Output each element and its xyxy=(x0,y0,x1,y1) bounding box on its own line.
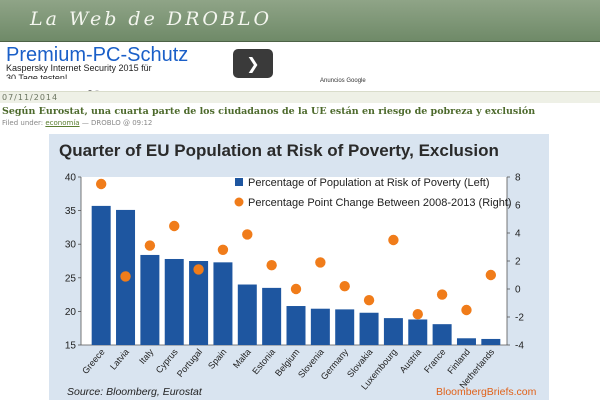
x-tick-label: Greece xyxy=(80,347,107,376)
y-right-tick-label: -4 xyxy=(515,341,524,352)
point xyxy=(217,244,229,255)
category-link[interactable]: economía xyxy=(45,119,80,127)
chart-source: Source: Bloomberg, Eurostat xyxy=(67,386,202,398)
y-left-tick-label: 30 xyxy=(65,240,77,251)
point xyxy=(144,240,156,251)
point xyxy=(193,264,204,275)
bar xyxy=(359,312,379,345)
bar xyxy=(310,308,330,345)
legend-swatch-bar xyxy=(235,178,243,186)
x-tick-label: Spain xyxy=(206,347,228,371)
point xyxy=(363,295,375,306)
x-tick-label: Portugal xyxy=(175,347,204,379)
y-left-tick-label: 40 xyxy=(65,173,77,184)
bar xyxy=(237,284,257,345)
bar xyxy=(140,254,160,345)
y-left-tick-label: 25 xyxy=(65,273,77,284)
bar xyxy=(189,261,209,345)
ad-google-label[interactable]: Anuncios Google xyxy=(320,78,366,84)
y-left-tick-label: 20 xyxy=(65,307,77,318)
bar xyxy=(481,338,501,345)
post-date: 07/11/2014 xyxy=(0,91,600,103)
x-tick-label: Latvia xyxy=(108,347,131,372)
y-left-tick-label: 35 xyxy=(65,206,77,217)
bar xyxy=(262,287,282,345)
bar xyxy=(335,309,355,345)
x-tick-label: France xyxy=(422,347,448,375)
post-title[interactable]: Según Eurostat, una cuarta parte de los … xyxy=(2,106,536,117)
bar xyxy=(286,306,306,345)
point xyxy=(485,269,497,281)
legend-label-bar: Percentage of Population at Risk of Pove… xyxy=(248,177,490,189)
point xyxy=(290,283,302,295)
point xyxy=(436,289,448,300)
point xyxy=(412,309,423,320)
point xyxy=(388,234,399,246)
ad-line2: 30 Tage testen! xyxy=(6,73,68,79)
point xyxy=(169,220,180,232)
chevron-right-icon[interactable]: ❯ xyxy=(233,49,273,78)
chart-image: Quarter of EU Population at Risk of Pove… xyxy=(49,134,549,400)
x-tick-label: Malta xyxy=(231,347,253,370)
point xyxy=(266,260,277,271)
point xyxy=(315,257,326,268)
site-title[interactable]: La Web de DROBLO xyxy=(30,8,273,30)
y-right-tick-label: 4 xyxy=(515,229,521,240)
bar xyxy=(456,338,476,345)
site-header: La Web de DROBLO xyxy=(0,0,600,42)
chart-title: Quarter of EU Population at Risk of Pove… xyxy=(59,141,499,160)
y-right-tick-label: 2 xyxy=(515,257,521,268)
legend-label-point: Percentage Point Change Between 2008-201… xyxy=(248,197,512,209)
bar xyxy=(164,258,184,345)
bar xyxy=(213,262,233,345)
ad-line1: Kaspersky Internet Security 2015 für xyxy=(6,63,152,73)
point xyxy=(242,229,253,240)
y-left-tick-label: 15 xyxy=(65,341,77,352)
x-tick-label: Austria xyxy=(398,347,424,375)
point xyxy=(120,271,131,282)
post-meta: Filed under: economía — DROBLO @ 09:12 xyxy=(2,119,152,127)
x-tick-label: Italy xyxy=(137,346,156,365)
bar xyxy=(383,318,403,345)
y-right-tick-label: -2 xyxy=(515,313,524,324)
point xyxy=(95,178,107,190)
bar xyxy=(91,205,111,345)
point xyxy=(339,281,350,292)
point xyxy=(461,304,472,316)
bar xyxy=(408,319,428,345)
y-right-tick-label: 0 xyxy=(515,285,521,296)
post-author-time: — DROBLO @ 09:12 xyxy=(81,119,153,127)
bar xyxy=(432,324,452,345)
y-right-tick-label: 6 xyxy=(515,201,521,212)
legend-swatch-point xyxy=(234,197,244,207)
ad-title[interactable]: Premium-PC-Schutz xyxy=(6,44,189,66)
filed-under-label: Filed under: xyxy=(2,119,44,127)
y-right-tick-label: 8 xyxy=(515,173,521,184)
ad-banner[interactable]: Premium-PC-Schutz Kaspersky Internet Sec… xyxy=(0,42,600,94)
chart-brand: BloombergBriefs.com xyxy=(436,386,537,398)
